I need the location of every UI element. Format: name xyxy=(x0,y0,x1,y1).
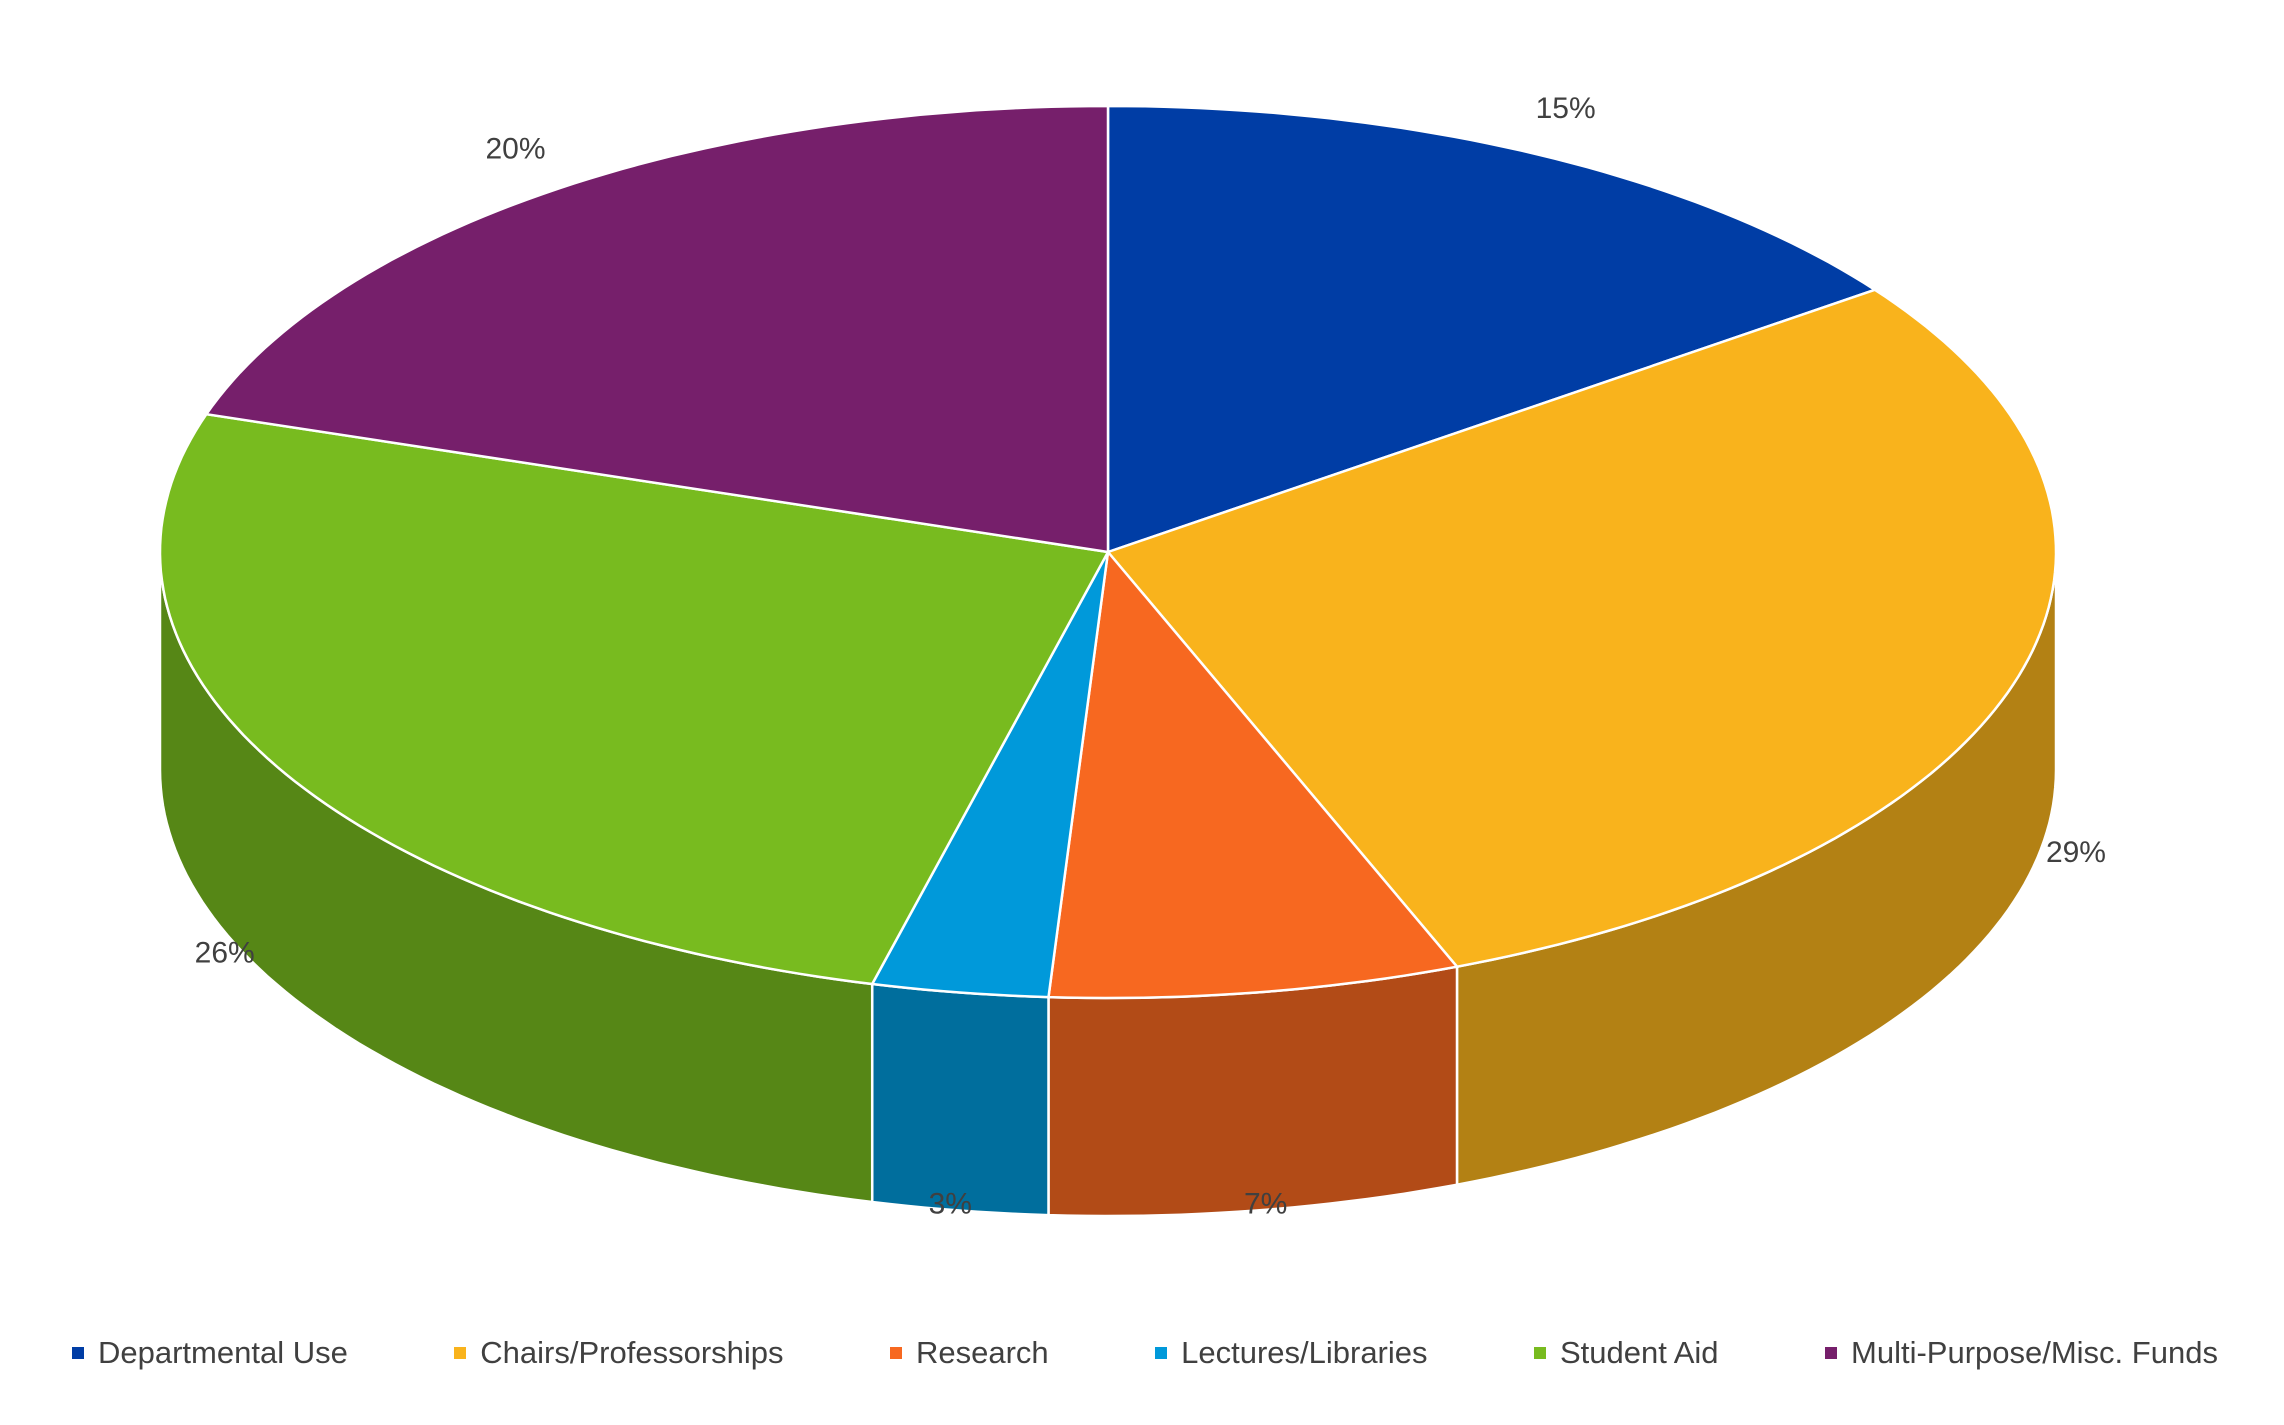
slice xyxy=(1106,104,1878,554)
slice xyxy=(1105,288,2058,969)
slice xyxy=(870,551,1110,999)
slice xyxy=(204,104,1110,554)
legend-swatch xyxy=(72,1347,84,1359)
legend: Departmental Use Chairs/Professorships Res… xyxy=(72,1330,2218,1376)
data-label: 7% xyxy=(1244,1187,1287,1220)
legend-swatch xyxy=(1533,1347,1546,1359)
legend-label: Departmental Use xyxy=(98,1335,348,1370)
legend-label: Student Aid xyxy=(1559,1335,1719,1370)
legend-swatch xyxy=(1825,1347,1837,1359)
legend-item: Lectures/Libraries xyxy=(1155,1335,1428,1371)
slice-side xyxy=(1047,965,1459,1218)
data-label: 3% xyxy=(929,1187,972,1220)
legend-item: Departmental Use xyxy=(72,1335,348,1371)
legend-label: Chairs/Professorships xyxy=(480,1335,784,1370)
data-label: 29% xyxy=(2046,836,2106,869)
legend-item: Research xyxy=(889,1335,1049,1371)
legend-label: Research xyxy=(915,1335,1049,1370)
slice xyxy=(158,412,1110,986)
legend-item: Student Aid xyxy=(1533,1335,1719,1371)
legend-swatch xyxy=(1155,1347,1168,1359)
data-label: 20% xyxy=(485,133,545,166)
legend-label: Multi-Purpose/Misc. Funds xyxy=(1851,1335,2218,1370)
legend-swatch xyxy=(454,1347,467,1359)
legend-label: Lectures/Libraries xyxy=(1181,1335,1428,1370)
plot: 15% 29% 7% 3% 26% 20% xyxy=(158,92,2106,1220)
data-label: 26% xyxy=(195,936,255,969)
legend-item: Multi-Purpose/Misc. Funds xyxy=(1825,1335,2218,1371)
legend-swatch xyxy=(889,1347,902,1359)
slice xyxy=(1047,549,1460,1000)
slice-side xyxy=(870,982,1050,1217)
legend-item: Chairs/Professorships xyxy=(454,1335,784,1371)
data-label: 15% xyxy=(1536,92,1596,125)
